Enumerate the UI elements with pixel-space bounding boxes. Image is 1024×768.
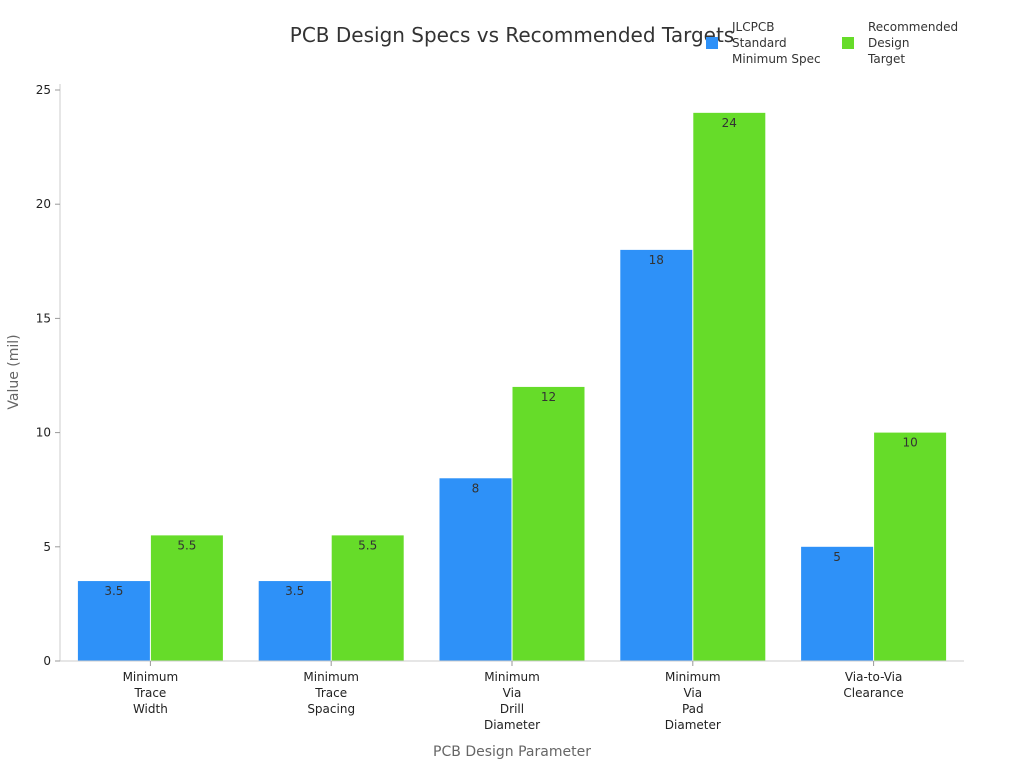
bar-recommended-target — [512, 386, 585, 661]
x-tick-label: Minimum Trace Spacing — [303, 670, 359, 716]
legend-swatch — [706, 37, 718, 49]
chart-title: PCB Design Specs vs Recommended Targets — [290, 23, 734, 47]
y-ticks: 0 5 10 15 20 25 — [36, 83, 60, 668]
y-tick-label: 5 — [43, 540, 51, 554]
legend-label-line: Design — [868, 36, 909, 50]
legend-swatch — [842, 37, 854, 49]
y-tick-label: 0 — [43, 654, 51, 668]
legend-label-line: Minimum Spec — [732, 52, 821, 66]
x-tick-label: Minimum Via Pad Diameter — [665, 670, 721, 732]
y-axis-title: Value (mil) — [6, 334, 22, 409]
bar-recommended-target — [874, 432, 947, 661]
x-tick-label-line: Drill — [500, 702, 524, 716]
y-tick-label: 15 — [36, 311, 51, 325]
bar-jlcpcb-spec — [801, 546, 874, 661]
legend-label-line: Target — [867, 52, 905, 66]
legend-label-line: JLCPCB — [731, 20, 774, 34]
x-tick-label-line: Trace — [133, 686, 166, 700]
legend-label-line: Recommended — [868, 20, 958, 34]
bar-jlcpcb-spec — [620, 249, 693, 661]
data-label: 3.5 — [285, 584, 304, 598]
x-tick-label-line: Via-to-Via — [845, 670, 903, 684]
y-tick-label: 10 — [36, 426, 51, 440]
legend: JLCPCB Standard Minimum Spec Recommended Des… — [706, 20, 958, 66]
x-tick-label-line: Via — [683, 686, 702, 700]
data-label: 3.5 — [104, 584, 123, 598]
data-label: 18 — [649, 253, 664, 267]
data-label: 5 — [833, 550, 841, 564]
data-label: 5.5 — [177, 538, 196, 552]
data-label: 10 — [902, 436, 917, 450]
x-tick-label-line: Diameter — [665, 718, 721, 732]
data-label: 12 — [541, 390, 556, 404]
x-axis-title: PCB Design Parameter — [433, 744, 591, 760]
x-tick-label: Minimum Trace Width — [123, 670, 179, 716]
x-tick-label-line: Diameter — [484, 718, 540, 732]
x-tick-label-line: Width — [133, 702, 168, 716]
x-tick-label: Via-to-Via Clearance — [843, 670, 903, 700]
y-tick-label: 20 — [36, 197, 51, 211]
x-tick-label-line: Clearance — [843, 686, 903, 700]
legend-label: Recommended Design Target — [867, 20, 958, 66]
bar-jlcpcb-spec — [258, 581, 331, 661]
data-label: 5.5 — [358, 538, 377, 552]
x-tick-label-line: Spacing — [307, 702, 355, 716]
x-tick-label-line: Minimum — [484, 670, 540, 684]
data-labels: 3.5 5.5 3.5 5.5 8 12 18 24 5 10 — [104, 116, 917, 598]
bars-layer — [77, 112, 947, 662]
x-tick-label-line: Via — [503, 686, 522, 700]
x-tick-label-line: Minimum — [303, 670, 359, 684]
bar-jlcpcb-spec — [439, 478, 512, 661]
legend-label-line: Standard — [732, 36, 787, 50]
x-tick-label-line: Minimum — [665, 670, 721, 684]
x-tick-label-line: Trace — [314, 686, 347, 700]
y-tick-label: 25 — [36, 83, 51, 97]
bar-recommended-target — [331, 535, 404, 661]
bar-recommended-target — [693, 112, 766, 662]
legend-label: JLCPCB Standard Minimum Spec — [731, 20, 821, 66]
x-tick-label: Minimum Via Drill Diameter — [484, 670, 540, 732]
bar-jlcpcb-spec — [77, 581, 150, 661]
x-tick-label-line: Pad — [682, 702, 704, 716]
data-label: 24 — [722, 116, 737, 130]
bar-recommended-target — [150, 535, 223, 661]
data-label: 8 — [472, 481, 480, 495]
x-tick-label-line: Minimum — [123, 670, 179, 684]
